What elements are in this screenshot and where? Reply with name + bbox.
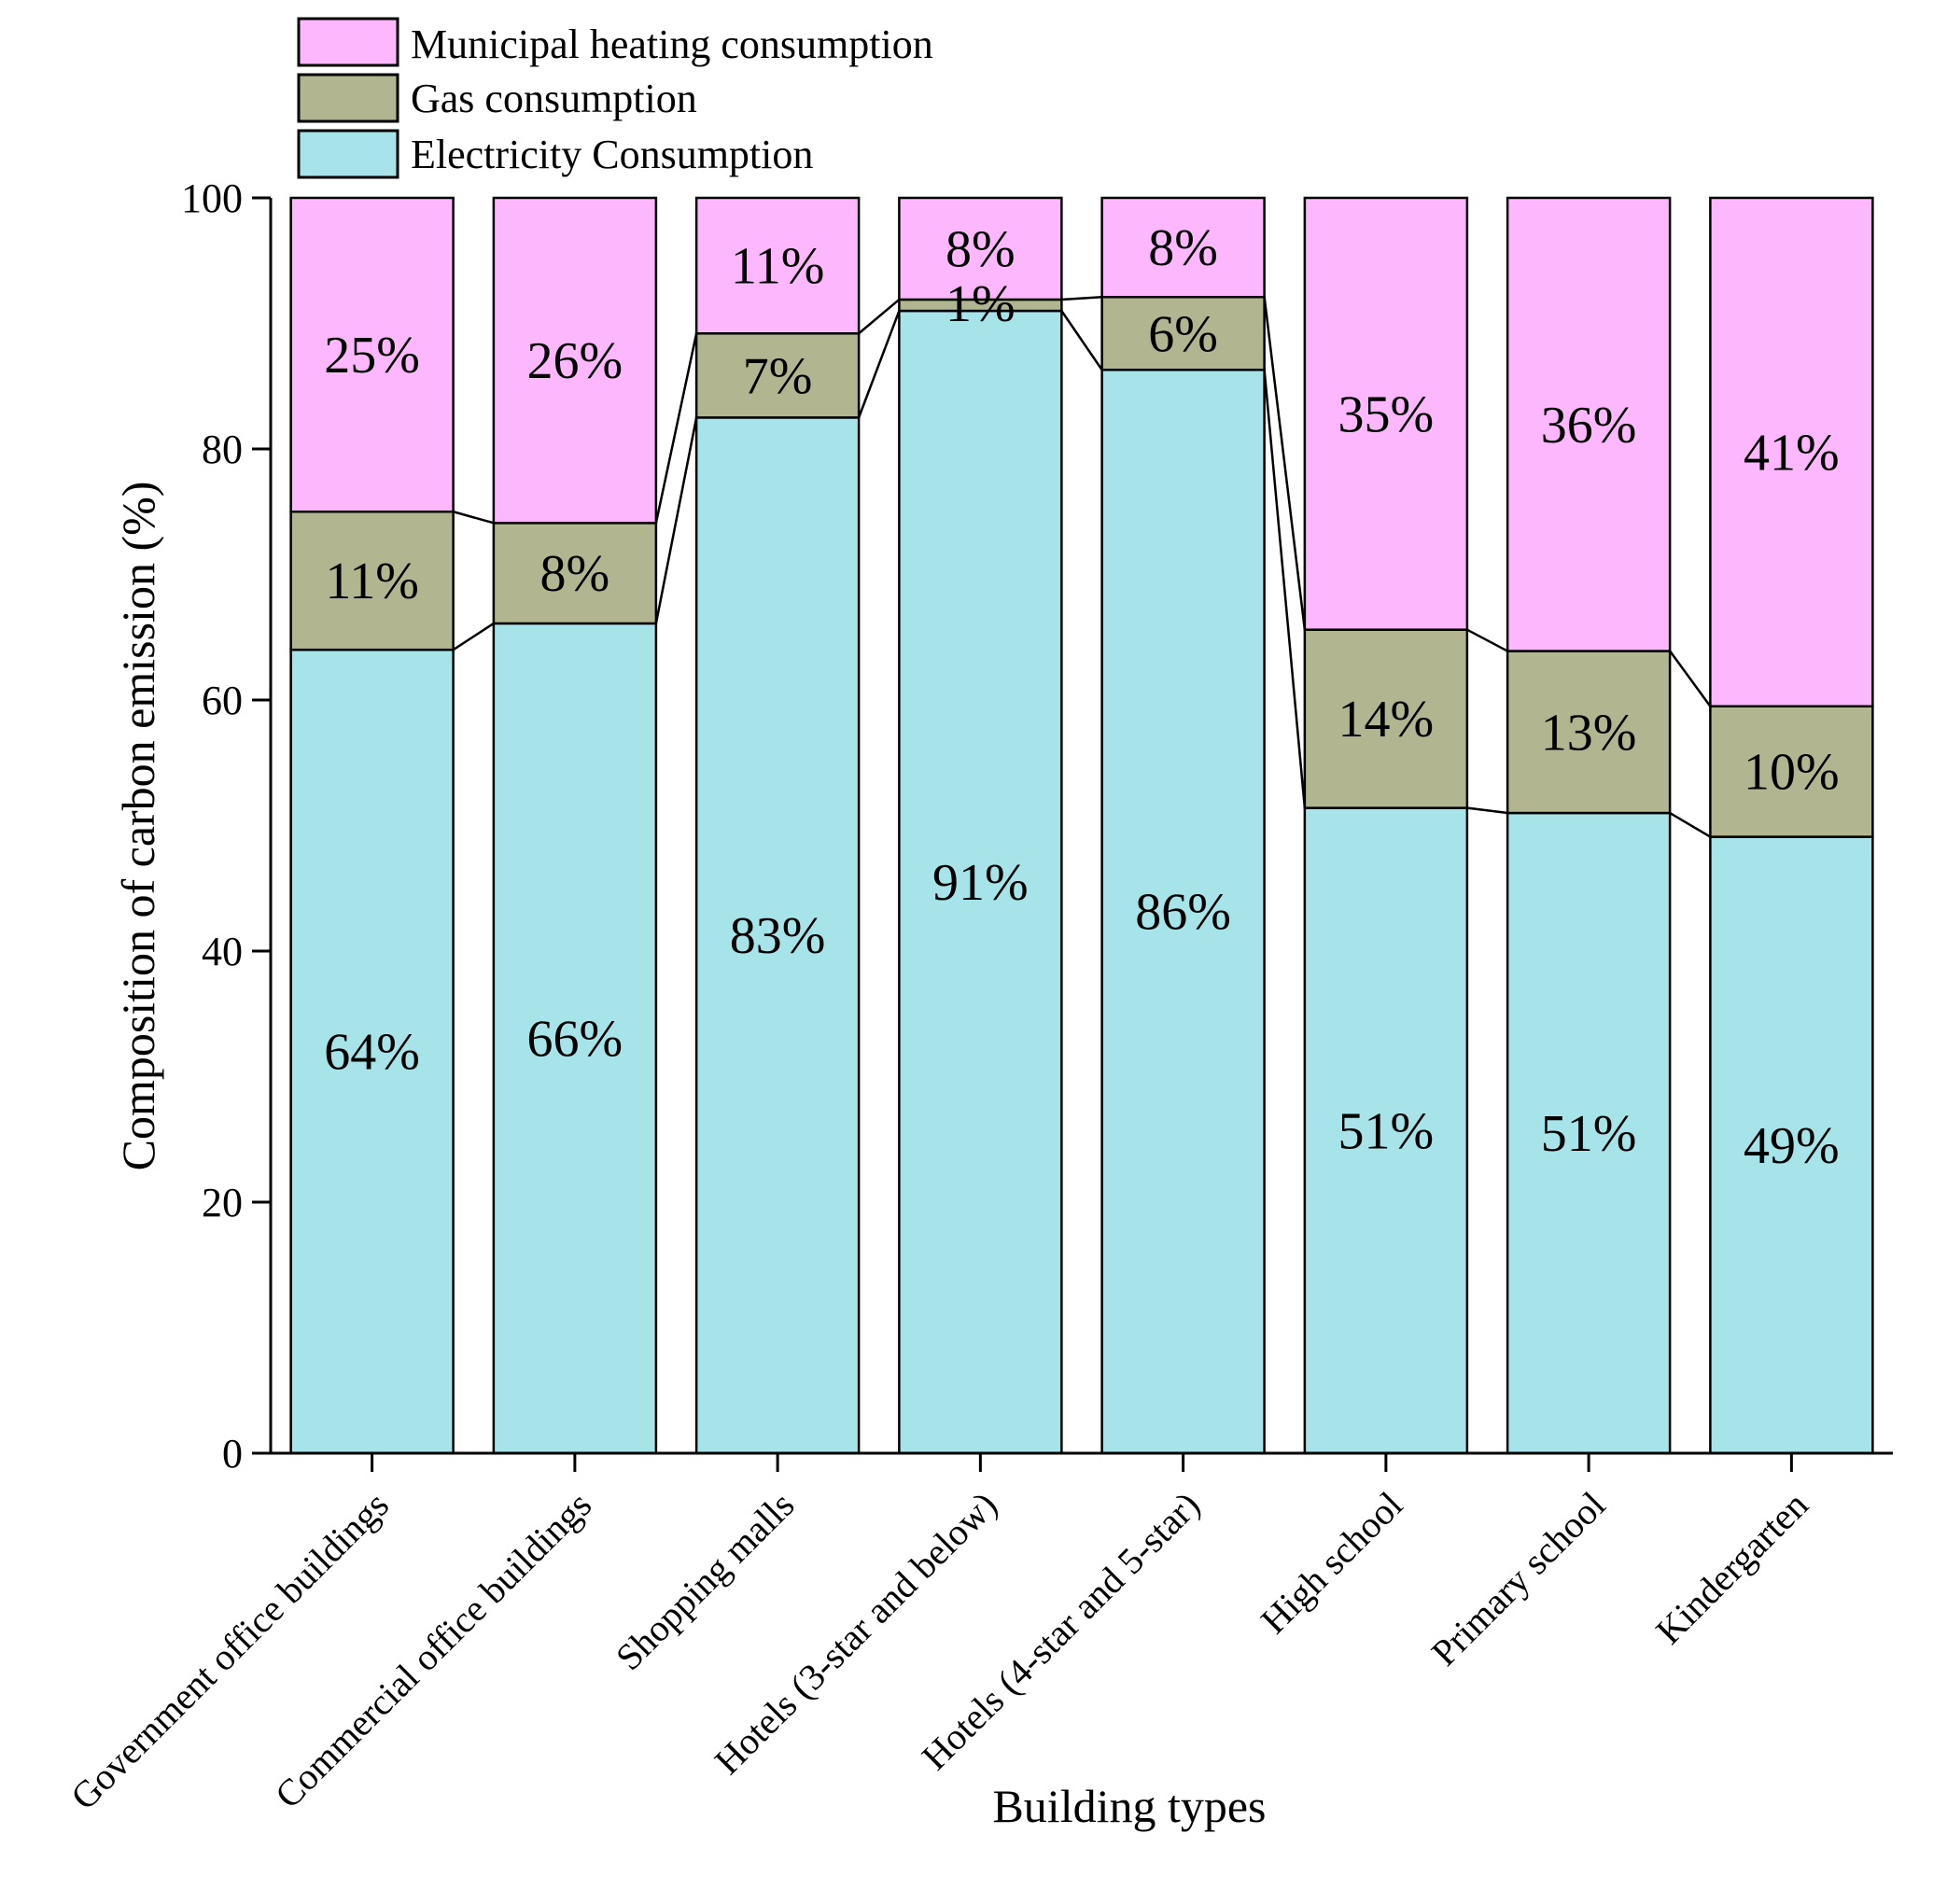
legend-swatch-heating	[297, 17, 399, 67]
y-tick-label: 20	[202, 1180, 243, 1225]
data-label-electricity-3: 83%	[730, 907, 826, 965]
data-label-heating-7: 36%	[1541, 397, 1637, 455]
connector-line	[452, 622, 495, 651]
bar-gas-3	[694, 332, 861, 419]
data-label-electricity-2: 66%	[527, 1010, 623, 1068]
bar-labels-layer: 64%11%25%66%8%26%83%7%11%91%1%8%86%6%8%5…	[324, 219, 1839, 1175]
bar-gas-7	[1506, 650, 1672, 815]
legend-swatch-gas	[297, 73, 399, 123]
bar-heating-6	[1303, 196, 1469, 631]
bar-gas-6	[1303, 628, 1469, 809]
bar-electricity-7	[1506, 811, 1672, 1455]
legend-label-heating: Municipal heating consumption	[411, 21, 933, 67]
bar-heating-1	[289, 196, 455, 513]
connector-line	[1669, 650, 1712, 707]
bar-heating-7	[1506, 196, 1672, 652]
connector-line	[1466, 806, 1508, 815]
data-label-gas-6: 14%	[1338, 691, 1435, 749]
connector-line	[1466, 628, 1508, 652]
x-tick-label-1: Government office buildings	[63, 1484, 397, 1818]
bar-gas-5	[1100, 296, 1266, 371]
data-label-heating-4: 8%	[945, 220, 1016, 278]
data-label-heating-8: 41%	[1744, 424, 1840, 482]
data-label-gas-4: 1%	[945, 275, 1016, 333]
data-label-gas-7: 13%	[1541, 704, 1637, 762]
bar-electricity-5	[1100, 369, 1266, 1455]
bar-electricity-1	[289, 648, 455, 1455]
data-label-heating-1: 25%	[324, 327, 420, 385]
y-tick-label: 100	[181, 175, 243, 221]
bar-gas-2	[492, 522, 658, 625]
connector-line	[1669, 811, 1712, 838]
bar-electricity-8	[1709, 835, 1874, 1455]
y-tick-label: 60	[202, 678, 243, 723]
bar-electricity-6	[1303, 806, 1469, 1455]
connector-line	[1263, 297, 1307, 630]
connector-line	[1060, 310, 1103, 371]
data-label-electricity-4: 91%	[932, 854, 1029, 912]
connector-line	[858, 298, 901, 335]
legend-label-electricity: Electricity Consumption	[411, 132, 813, 177]
bar-gas-8	[1709, 705, 1874, 838]
data-label-gas-2: 8%	[540, 545, 610, 603]
bar-heating-4	[898, 196, 1063, 301]
data-label-electricity-1: 64%	[324, 1024, 420, 1082]
data-label-heating-2: 26%	[527, 332, 623, 390]
data-label-heating-6: 35%	[1338, 385, 1435, 443]
x-tick-label-6: High school	[1253, 1484, 1410, 1642]
data-label-electricity-5: 86%	[1135, 884, 1231, 942]
bar-electricity-4	[898, 309, 1063, 1455]
legend-label-gas: Gas consumption	[411, 76, 697, 121]
data-label-gas-5: 6%	[1148, 305, 1218, 363]
data-label-electricity-7: 51%	[1541, 1105, 1637, 1163]
connector-line	[1263, 370, 1307, 808]
x-axis-title: Building types	[992, 1780, 1266, 1832]
data-label-heating-5: 8%	[1148, 219, 1218, 277]
connector-lines	[452, 296, 1712, 838]
data-label-gas-3: 7%	[743, 347, 813, 405]
x-tick-label-7: Primary school	[1423, 1484, 1614, 1674]
connector-line	[1061, 296, 1102, 301]
legend-swatch-electricity	[297, 129, 399, 179]
legend: Municipal heating consumption Gas consum…	[297, 17, 933, 179]
bar-heating-8	[1709, 196, 1874, 707]
x-tick-label-3: Shopping malls	[608, 1484, 803, 1679]
connector-line	[654, 417, 698, 624]
bar-electricity-2	[492, 622, 658, 1455]
data-label-electricity-6: 51%	[1338, 1102, 1435, 1160]
bar-gas-1	[289, 511, 455, 651]
bar-heating-3	[694, 196, 861, 335]
connector-line	[453, 511, 495, 525]
y-tick-label: 80	[202, 427, 243, 472]
data-label-electricity-8: 49%	[1744, 1117, 1840, 1175]
bar-heating-2	[492, 196, 658, 525]
x-tick-label-8: Kindergarten	[1647, 1484, 1816, 1653]
data-label-heating-3: 11%	[731, 238, 825, 296]
data-label-gas-8: 10%	[1744, 744, 1840, 802]
y-tick-label: 40	[202, 929, 243, 974]
data-label-gas-1: 11%	[325, 553, 419, 610]
y-tick-label: 0	[222, 1431, 243, 1477]
y-axis-title: Composition of carbon emission (%)	[112, 482, 164, 1171]
connector-line	[654, 332, 698, 524]
bar-heating-5	[1100, 196, 1266, 299]
connector-line	[857, 310, 901, 418]
bars-layer	[289, 196, 1874, 1455]
